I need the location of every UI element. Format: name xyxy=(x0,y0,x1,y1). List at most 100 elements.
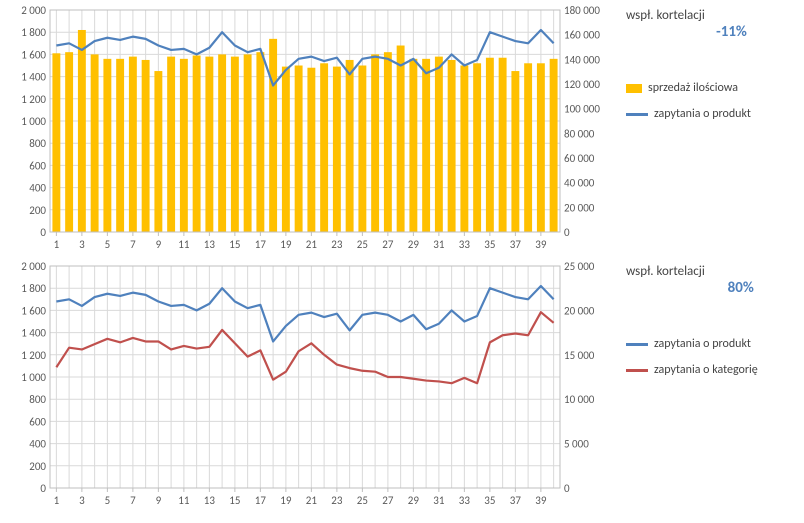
yaxis-right-label: 15 000 xyxy=(564,349,595,362)
bar xyxy=(435,57,443,232)
bar xyxy=(358,66,366,233)
xaxis-label: 31 xyxy=(433,238,445,251)
xaxis-label: 13 xyxy=(204,494,216,507)
bar xyxy=(499,58,507,232)
xaxis-label: 35 xyxy=(484,238,495,251)
xaxis-label: 39 xyxy=(535,494,547,507)
legend-swatch-bar xyxy=(626,84,642,93)
xaxis-label: 35 xyxy=(484,494,495,507)
xaxis-label: 3 xyxy=(79,494,85,507)
bar xyxy=(269,39,277,232)
yaxis-left-label: 1 000 xyxy=(21,371,46,384)
yaxis-left-label: 400 xyxy=(29,182,46,195)
legend-text: zapytania o produkt xyxy=(654,337,751,351)
bar xyxy=(205,57,213,232)
bottom-corr-label: wspł. kortelacji xyxy=(626,264,758,279)
bar xyxy=(524,63,532,232)
yaxis-left-label: 600 xyxy=(29,415,46,428)
yaxis-right-label: 80 000 xyxy=(564,127,595,140)
yaxis-left-label: 1 000 xyxy=(21,115,46,128)
bar xyxy=(193,56,201,232)
bar xyxy=(320,63,328,232)
yaxis-left-label: 0 xyxy=(40,482,46,495)
bar xyxy=(218,54,226,232)
yaxis-left-label: 800 xyxy=(29,393,46,406)
xaxis-label: 37 xyxy=(510,238,522,251)
yaxis-left-label: 1 400 xyxy=(21,71,46,84)
yaxis-right-label: 140 000 xyxy=(564,53,600,66)
bar xyxy=(65,52,73,232)
bar xyxy=(307,68,315,232)
bar xyxy=(129,57,137,232)
yaxis-left-label: 1 800 xyxy=(21,282,46,295)
xaxis-label: 7 xyxy=(130,238,136,251)
xaxis-label: 1 xyxy=(54,494,60,507)
bottom-corr-value: 80% xyxy=(626,279,758,297)
bar xyxy=(91,54,99,232)
bar xyxy=(167,57,175,232)
bottom-side: wspł. kortelacji 80% zapytania o produkt… xyxy=(614,260,758,389)
bar xyxy=(397,46,405,232)
bar xyxy=(333,67,341,232)
yaxis-left-label: 2 000 xyxy=(21,260,46,273)
yaxis-left-label: 400 xyxy=(29,438,46,451)
yaxis-right-label: 180 000 xyxy=(564,4,600,17)
top-corr-value: -11% xyxy=(626,23,751,41)
xaxis-label: 25 xyxy=(357,238,368,251)
xaxis-label: 19 xyxy=(280,238,292,251)
xaxis-label: 5 xyxy=(105,238,111,251)
bar xyxy=(550,59,558,232)
bar xyxy=(448,60,456,232)
top-corr-label: wspł. kortelacji xyxy=(626,8,751,23)
xaxis-label: 39 xyxy=(535,238,547,251)
yaxis-right-label: 60 000 xyxy=(564,152,595,165)
legend-text: zapytania o produkt xyxy=(654,107,751,121)
yaxis-right-label: 10 000 xyxy=(564,393,595,406)
xaxis-label: 1 xyxy=(54,238,60,251)
yaxis-left-label: 200 xyxy=(29,460,46,473)
bar xyxy=(116,59,124,232)
yaxis-right-label: 25 000 xyxy=(564,260,595,273)
bar xyxy=(384,52,392,232)
yaxis-left-label: 1 600 xyxy=(21,48,46,61)
yaxis-right-label: 0 xyxy=(564,482,570,495)
legend-swatch-line xyxy=(626,343,648,346)
bar xyxy=(537,63,545,232)
xaxis-label: 11 xyxy=(178,238,190,251)
yaxis-right-label: 5 000 xyxy=(564,438,589,451)
bar xyxy=(256,52,264,232)
yaxis-right-label: 20 000 xyxy=(564,304,595,317)
xaxis-label: 15 xyxy=(229,494,240,507)
yaxis-left-label: 1 200 xyxy=(21,349,46,362)
xaxis-label: 21 xyxy=(306,494,318,507)
xaxis-label: 17 xyxy=(255,494,267,507)
xaxis-label: 23 xyxy=(331,494,343,507)
yaxis-right-label: 20 000 xyxy=(564,201,595,214)
bar xyxy=(473,63,481,232)
xaxis-label: 9 xyxy=(156,238,162,251)
top-panel: 02004006008001 0001 2001 4001 6001 8002 … xyxy=(4,4,800,254)
legend-text: zapytania o kategorię xyxy=(654,363,758,377)
xaxis-label: 9 xyxy=(156,494,162,507)
yaxis-left-label: 2 000 xyxy=(21,4,46,17)
yaxis-left-label: 1 200 xyxy=(21,93,46,106)
xaxis-label: 33 xyxy=(459,494,471,507)
bar xyxy=(154,71,162,232)
bar xyxy=(180,59,188,232)
bar xyxy=(231,57,239,232)
xaxis-label: 13 xyxy=(204,238,216,251)
bar xyxy=(78,30,86,232)
legend-text: sprzedaż ilościowa xyxy=(648,81,738,95)
xaxis-label: 23 xyxy=(331,238,343,251)
yaxis-right-label: 0 xyxy=(564,226,570,239)
xaxis-label: 37 xyxy=(510,494,522,507)
bar xyxy=(460,66,468,233)
xaxis-label: 3 xyxy=(79,238,85,251)
legend-swatch-line xyxy=(626,113,648,116)
bottom-chart: 02004006008001 0001 2001 4001 6001 8002 … xyxy=(4,260,614,510)
xaxis-label: 33 xyxy=(459,238,471,251)
yaxis-right-label: 160 000 xyxy=(564,29,600,42)
bar xyxy=(371,54,379,232)
bar xyxy=(142,60,150,232)
xaxis-label: 27 xyxy=(382,494,394,507)
